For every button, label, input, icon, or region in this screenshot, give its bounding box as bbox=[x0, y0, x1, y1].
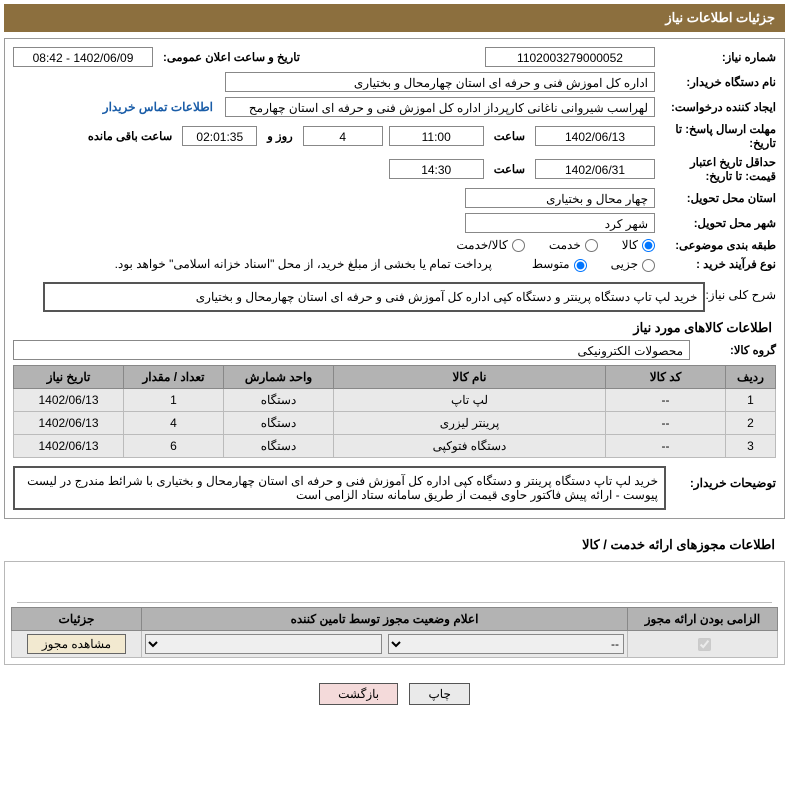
process-minor-radio[interactable] bbox=[642, 259, 655, 272]
summary-label: شرح کلی نیاز: bbox=[705, 282, 776, 302]
cat-service-text: خدمت bbox=[549, 238, 581, 252]
cat-service-radio[interactable] bbox=[585, 239, 598, 252]
buyer-org-field: اداره کل اموزش فنی و حرفه ای استان چهارم… bbox=[225, 72, 655, 92]
cell-name: پرینتر لیزری bbox=[334, 411, 606, 434]
cell-unit: دستگاه bbox=[224, 434, 334, 457]
print-button[interactable]: چاپ bbox=[409, 683, 469, 705]
cat-service-option[interactable]: خدمت bbox=[549, 238, 598, 252]
cell-name: لپ تاپ bbox=[334, 388, 606, 411]
buyer-contact-link[interactable]: اطلاعات تماس خریدار bbox=[103, 100, 219, 114]
requester-label: ایجاد کننده درخواست: bbox=[661, 100, 776, 114]
cat-both-radio[interactable] bbox=[512, 239, 525, 252]
days-and-label: روز و bbox=[263, 129, 296, 143]
city-field: شهر کرد bbox=[465, 213, 655, 233]
page-title: جزئیات اطلاعات نیاز bbox=[4, 4, 785, 32]
cell-date: 1402/06/13 bbox=[14, 434, 124, 457]
cell-qty: 1 bbox=[124, 388, 224, 411]
lth-details: جزئیات bbox=[12, 607, 142, 630]
goods-group-field: محصولات الکترونیکی bbox=[13, 340, 690, 360]
license-row: -- مشاهده مجوز bbox=[12, 630, 778, 657]
license-spacer bbox=[17, 568, 772, 603]
license-section-title: اطلاعات مجوزهای ارائه خدمت / کالا bbox=[4, 529, 785, 557]
validity-date-field: 1402/06/31 bbox=[535, 159, 655, 179]
footer-buttons: چاپ بازگشت bbox=[4, 675, 785, 715]
buyer-notes-label: توضیحات خریدار: bbox=[666, 466, 776, 490]
remaining-days-field: 4 bbox=[303, 126, 383, 146]
lth-status: اعلام وضعیت مجوز توسط تامین کننده bbox=[142, 607, 628, 630]
cell-code: -- bbox=[606, 411, 726, 434]
validity-time-field: 14:30 bbox=[389, 159, 484, 179]
cat-goods-option[interactable]: کالا bbox=[622, 238, 655, 252]
goods-section-title: اطلاعات کالاهای مورد نیاز bbox=[13, 312, 776, 340]
deadline-label: مهلت ارسال پاسخ: تا تاریخ: bbox=[661, 122, 776, 150]
province-label: استان محل تحویل: bbox=[661, 191, 776, 205]
main-form-panel: شماره نیاز: 1102003279000052 تاریخ و ساع… bbox=[4, 38, 785, 519]
license-panel: الزامی بودن ارائه مجوز اعلام وضعیت مجوز … bbox=[4, 561, 785, 665]
process-medium-option[interactable]: متوسط bbox=[532, 257, 587, 271]
process-note: پرداخت تمام یا بخشی از مبلغ خرید، از محل… bbox=[115, 257, 508, 271]
cell-code: -- bbox=[606, 388, 726, 411]
cell-unit: دستگاه bbox=[224, 388, 334, 411]
cell-date: 1402/06/13 bbox=[14, 388, 124, 411]
table-row: 1--لپ تاپدستگاه11402/06/13 bbox=[14, 388, 776, 411]
pub-datetime-field: 1402/06/09 - 08:42 bbox=[13, 47, 153, 67]
category-label: طبقه بندی موضوعی: bbox=[661, 238, 776, 252]
goods-table: ردیف کد کالا نام کالا واحد شمارش تعداد /… bbox=[13, 365, 776, 458]
validity-time-label: ساعت bbox=[490, 162, 529, 176]
license-status-select-2[interactable] bbox=[145, 634, 382, 654]
need-no-field: 1102003279000052 bbox=[485, 47, 655, 67]
remaining-time-field: 02:01:35 bbox=[182, 126, 257, 146]
th-qty: تعداد / مقدار bbox=[124, 365, 224, 388]
th-unit: واحد شمارش bbox=[224, 365, 334, 388]
validity-label: حداقل تاریخ اعتبار قیمت: تا تاریخ: bbox=[661, 155, 776, 183]
view-license-button[interactable]: مشاهده مجوز bbox=[27, 634, 126, 654]
process-medium-text: متوسط bbox=[532, 257, 570, 271]
th-row: ردیف bbox=[726, 365, 776, 388]
license-required-checkbox bbox=[698, 638, 711, 651]
deadline-time-field: 11:00 bbox=[389, 126, 484, 146]
cell-idx: 1 bbox=[726, 388, 776, 411]
cell-unit: دستگاه bbox=[224, 411, 334, 434]
buyer-notes-box: خرید لپ تاپ دستگاه پرینتر و دستگاه کپی ا… bbox=[13, 466, 666, 510]
cell-idx: 3 bbox=[726, 434, 776, 457]
cell-name: دستگاه فتوکپی bbox=[334, 434, 606, 457]
process-label: نوع فرآیند خرید : bbox=[661, 257, 776, 271]
cat-goods-text: کالا bbox=[622, 238, 638, 252]
cell-qty: 4 bbox=[124, 411, 224, 434]
process-minor-option[interactable]: جزیی bbox=[611, 257, 655, 271]
cat-both-option[interactable]: کالا/خدمت bbox=[456, 238, 524, 252]
pub-datetime-label: تاریخ و ساعت اعلان عمومی: bbox=[159, 50, 304, 64]
goods-group-label: گروه کالا: bbox=[696, 343, 776, 357]
cat-goods-radio[interactable] bbox=[642, 239, 655, 252]
lth-required: الزامی بودن ارائه مجوز bbox=[628, 607, 778, 630]
cat-both-text: کالا/خدمت bbox=[456, 238, 507, 252]
need-no-label: شماره نیاز: bbox=[661, 50, 776, 64]
th-name: نام کالا bbox=[334, 365, 606, 388]
license-status-select-1[interactable]: -- bbox=[388, 634, 625, 654]
city-label: شهر محل تحویل: bbox=[661, 216, 776, 230]
process-minor-text: جزیی bbox=[611, 257, 638, 271]
license-table: الزامی بودن ارائه مجوز اعلام وضعیت مجوز … bbox=[11, 607, 778, 658]
th-code: کد کالا bbox=[606, 365, 726, 388]
cell-idx: 2 bbox=[726, 411, 776, 434]
summary-box: خرید لپ تاپ دستگاه پرینتر و دستگاه کپی ا… bbox=[43, 282, 705, 312]
deadline-time-label: ساعت bbox=[490, 129, 529, 143]
deadline-date-field: 1402/06/13 bbox=[535, 126, 655, 146]
requester-field: لهراسب شیروانی ناغانی کارپرداز اداره کل … bbox=[225, 97, 655, 117]
process-medium-radio[interactable] bbox=[574, 259, 587, 272]
buyer-org-label: نام دستگاه خریدار: bbox=[661, 75, 776, 89]
th-date: تاریخ نیاز bbox=[14, 365, 124, 388]
table-row: 3--دستگاه فتوکپیدستگاه61402/06/13 bbox=[14, 434, 776, 457]
back-button[interactable]: بازگشت bbox=[319, 683, 398, 705]
table-row: 2--پرینتر لیزریدستگاه41402/06/13 bbox=[14, 411, 776, 434]
cell-date: 1402/06/13 bbox=[14, 411, 124, 434]
cell-qty: 6 bbox=[124, 434, 224, 457]
province-field: چهار محال و بختیاری bbox=[465, 188, 655, 208]
remaining-suffix-label: ساعت باقی مانده bbox=[84, 129, 176, 143]
cell-code: -- bbox=[606, 434, 726, 457]
